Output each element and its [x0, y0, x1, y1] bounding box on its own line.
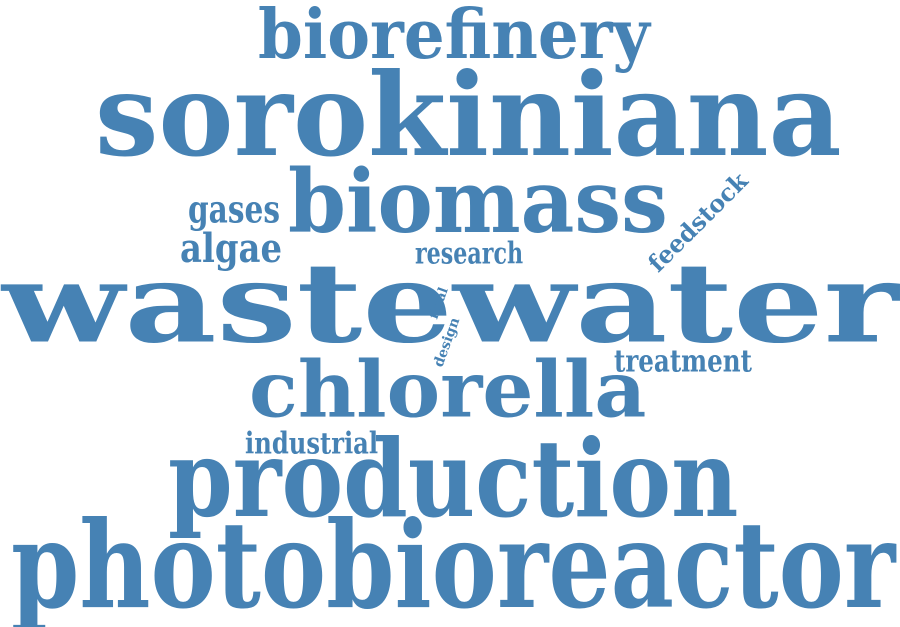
word-treatment: treatment: [614, 342, 752, 379]
word-biomass: biomass: [288, 150, 668, 253]
word-gases: gases: [188, 186, 280, 232]
word-algae: algae: [180, 224, 283, 272]
word-chlorella: chlorella: [249, 342, 647, 436]
word-research: research: [415, 235, 524, 271]
word-biorefinery: biorefinery: [258, 0, 650, 75]
word-sorokiniana: sorokiniana: [95, 47, 842, 183]
word-industrial: industrial: [245, 425, 379, 461]
word-photobioreactor: photobioreactor: [11, 494, 896, 627]
word-wastewater: wastewater: [2, 238, 899, 368]
word-production: production: [168, 415, 739, 542]
